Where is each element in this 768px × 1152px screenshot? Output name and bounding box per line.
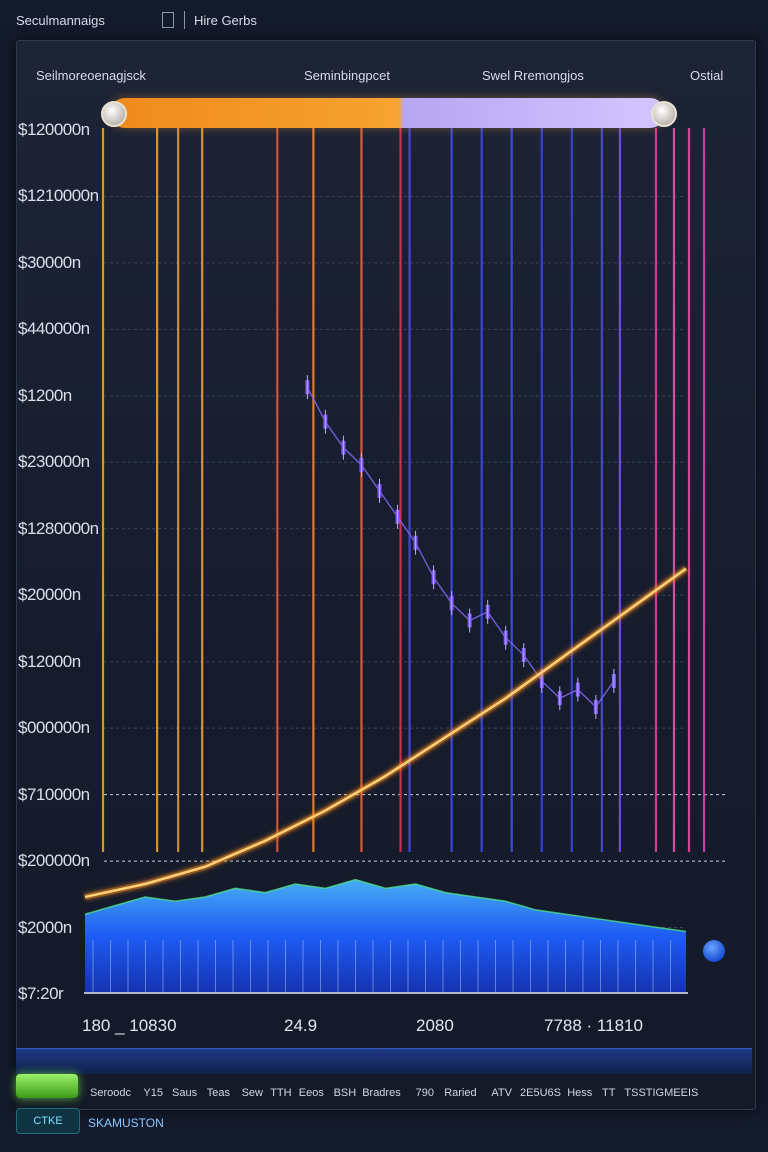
vertical-bands — [101, 128, 706, 852]
y-tick-label: $230000n — [18, 452, 90, 472]
legend-item[interactable]: TSSTIGMEEIS — [624, 1087, 699, 1099]
range-slider-left-handle[interactable] — [101, 101, 127, 127]
price-line — [306, 386, 615, 708]
legend-item[interactable]: 2E5U6S — [520, 1087, 561, 1099]
range-slider-right-handle[interactable] — [651, 101, 677, 127]
header-label-1[interactable]: Seilmoreoenagjsck — [36, 68, 146, 83]
volume-edge-line — [84, 878, 687, 933]
y-tick-label: $2000n — [18, 917, 72, 937]
separator — [184, 11, 185, 29]
volume-area — [84, 878, 687, 992]
legend-bar — [16, 1074, 752, 1108]
legend-item[interactable]: ATV — [491, 1087, 512, 1099]
y-tick-label: $20000n — [18, 585, 81, 605]
trend-series — [84, 566, 688, 900]
top-link[interactable]: Hire Gerbs — [194, 13, 257, 28]
legend-item[interactable]: Sew — [241, 1087, 263, 1099]
grid-lines — [104, 195, 726, 929]
tag-button[interactable]: CTKE — [16, 1108, 80, 1134]
y-tick-label: $1210000n — [18, 186, 99, 206]
legend-item[interactable]: 790 — [415, 1087, 434, 1099]
legend-item[interactable]: Saus — [172, 1087, 198, 1099]
legend-item[interactable]: TT — [602, 1087, 616, 1099]
x-tick-label: 24.9 — [284, 1016, 318, 1035]
legend-item[interactable]: Eeos — [298, 1087, 324, 1099]
legend-item[interactable]: BSH — [333, 1087, 357, 1099]
x-tick-label: 7788 · 11810 — [544, 1016, 643, 1035]
trend-line-glow — [84, 566, 688, 900]
legend-item[interactable]: Hess — [567, 1087, 593, 1099]
header-label-2[interactable]: Seminbingpcet — [304, 68, 390, 83]
legend-item[interactable]: Seroodc — [90, 1087, 131, 1099]
window-icon[interactable] — [162, 12, 174, 28]
legend-toggle-button[interactable] — [16, 1074, 78, 1098]
y-tick-label: $120000n — [18, 120, 90, 139]
legend-item[interactable]: Raried — [444, 1087, 477, 1099]
y-tick-label: $7:20r — [18, 984, 64, 1003]
legend-item[interactable]: TTH — [270, 1087, 292, 1099]
legend-item[interactable]: Bradres — [362, 1087, 401, 1099]
y-tick-label: $1280000n — [18, 518, 99, 538]
y-tick-label: $30000n — [18, 252, 81, 272]
range-slider-track[interactable] — [110, 98, 665, 128]
header-label-3[interactable]: Swel Rremongjos — [482, 68, 584, 83]
y-tick-label: $200000n — [18, 851, 90, 871]
y-tick-label: $000000n — [18, 718, 90, 738]
y-tick-label: $710000n — [18, 784, 90, 804]
legend-item[interactable]: Teas — [206, 1087, 231, 1099]
y-tick-label: $12000n — [18, 651, 81, 671]
x-tick-label: 2080 — [416, 1016, 454, 1035]
volume-area-fill — [85, 879, 686, 992]
trend-line — [84, 567, 687, 899]
scroll-handle[interactable] — [703, 940, 725, 962]
app-brand[interactable]: Seculmannaigs — [16, 13, 105, 28]
top-bar: Seculmannaigs Hire Gerbs — [0, 0, 768, 40]
y-tick-label: $440000n — [18, 319, 90, 339]
footer-band — [16, 1048, 752, 1075]
legend-item[interactable]: Y15 — [143, 1087, 163, 1099]
header-label-4[interactable]: Ostial — [690, 68, 724, 83]
status-text: SKAMUSTON — [88, 1116, 164, 1130]
price-series — [305, 375, 616, 719]
y-tick-label: $1200n — [18, 385, 72, 405]
x-tick-label: 180 _ 10830 — [82, 1016, 177, 1035]
